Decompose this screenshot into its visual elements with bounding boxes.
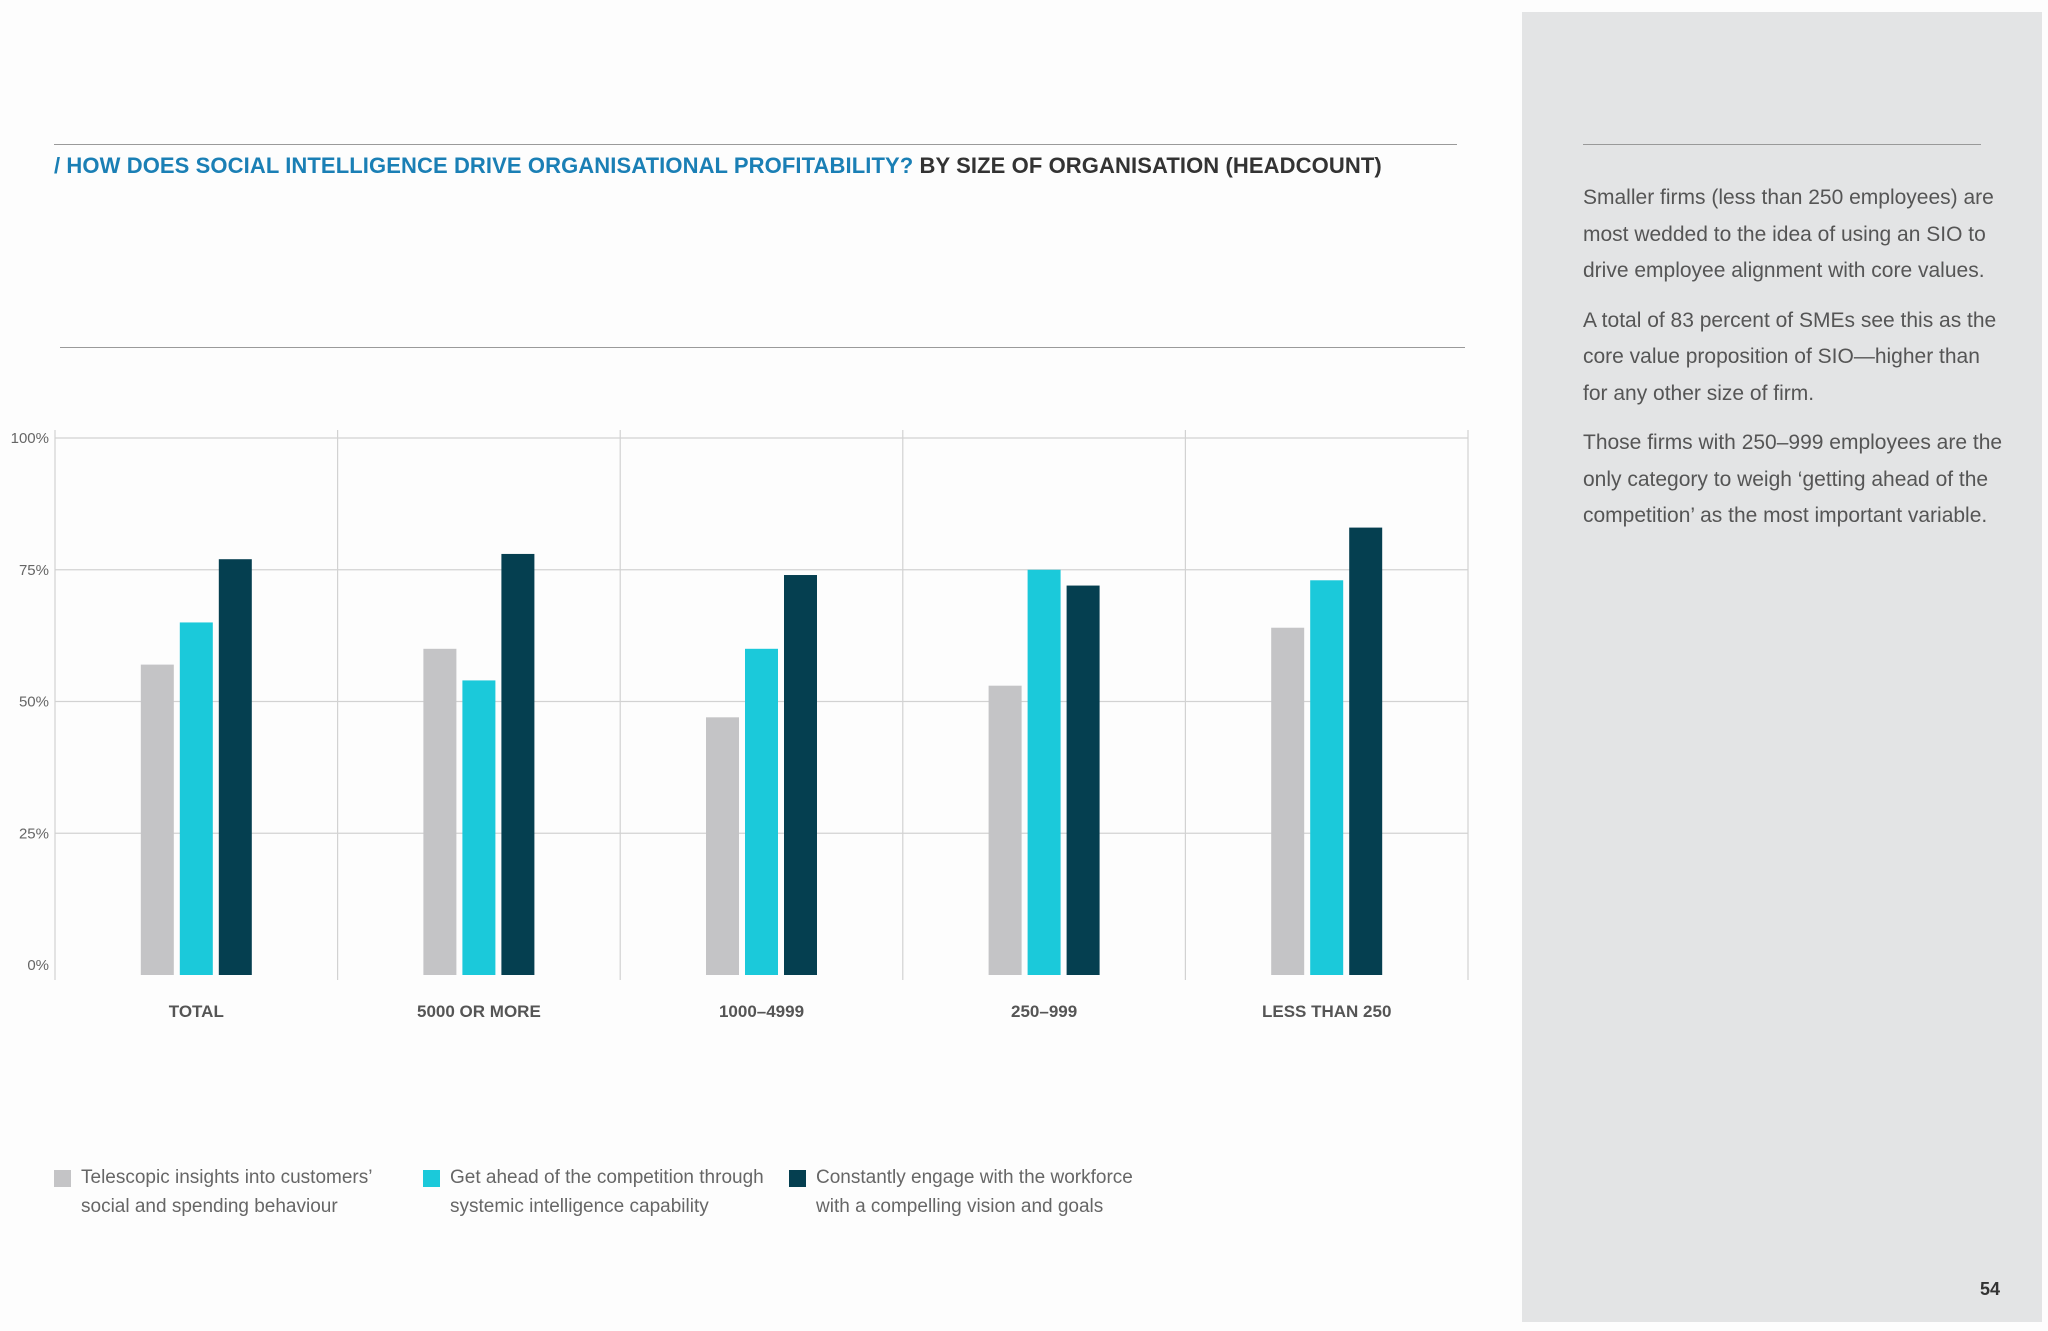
bar <box>706 717 739 975</box>
x-tick-label: 1000–4999 <box>719 1002 804 1021</box>
bar <box>1066 585 1100 975</box>
sidebar-paragraph-1: Smaller firms (less than 250 employees) … <box>1583 186 1994 282</box>
title-top-rule <box>54 144 1457 145</box>
bar <box>745 648 778 975</box>
chart-title-accent: / HOW DOES SOCIAL INTELLIGENCE DRIVE ORG… <box>54 153 914 178</box>
sidebar-paragraph-2: A total of 83 percent of SMEs see this a… <box>1583 308 1997 405</box>
x-tick-label: 250–999 <box>1011 1002 1077 1021</box>
y-tick-label: 100% <box>11 430 49 447</box>
title-bottom-rule <box>60 347 1465 348</box>
legend-swatch <box>423 1170 440 1187</box>
bar <box>462 680 496 975</box>
chart-title: / HOW DOES SOCIAL INTELLIGENCE DRIVE ORG… <box>54 153 1454 179</box>
bar <box>1349 527 1383 975</box>
chart-title-rest: BY SIZE OF ORGANISATION (HEADCOUNT) <box>919 153 1382 178</box>
bar <box>218 559 252 975</box>
y-tick-label: 0% <box>27 957 49 974</box>
bar <box>1310 580 1344 975</box>
x-tick-label: 5000 OR MORE <box>417 1002 541 1021</box>
bar <box>179 622 213 975</box>
bar <box>140 664 174 975</box>
y-tick-label: 75% <box>19 562 49 579</box>
y-tick-label: 25% <box>19 825 49 842</box>
bar <box>423 648 457 975</box>
sidebar-text: Smaller firms (less than 250 employees) … <box>1583 180 2003 548</box>
bar <box>1271 627 1305 975</box>
bar-chart: 0% 25% 50% 75% 100% TOTAL 5000 OR MORE 1000–499… <box>11 430 1469 1021</box>
bar <box>501 553 535 975</box>
sidebar-paragraph-3: Those firms with 250–999 employees are t… <box>1583 431 2003 527</box>
x-tick-label: TOTAL <box>169 1002 224 1021</box>
sidebar-rule <box>1583 144 1981 145</box>
legend-label: Get ahead of the competition through sys… <box>450 1167 764 1217</box>
x-tick-label: LESS THAN 250 <box>1262 1002 1391 1021</box>
legend-label: Telescopic insights into customers’ soci… <box>81 1167 372 1217</box>
legend-label: Constantly engage with the workforce wit… <box>816 1167 1133 1217</box>
bar <box>988 685 1022 975</box>
bar <box>784 575 817 975</box>
bar <box>1027 569 1061 975</box>
page-number: 54 <box>1979 1279 2000 1299</box>
sidebar-panel: Smaller firms (less than 250 employees) … <box>1522 12 2042 1322</box>
y-tick-label: 50% <box>19 694 49 711</box>
legend-swatch <box>54 1170 71 1187</box>
legend-swatch <box>789 1170 806 1187</box>
